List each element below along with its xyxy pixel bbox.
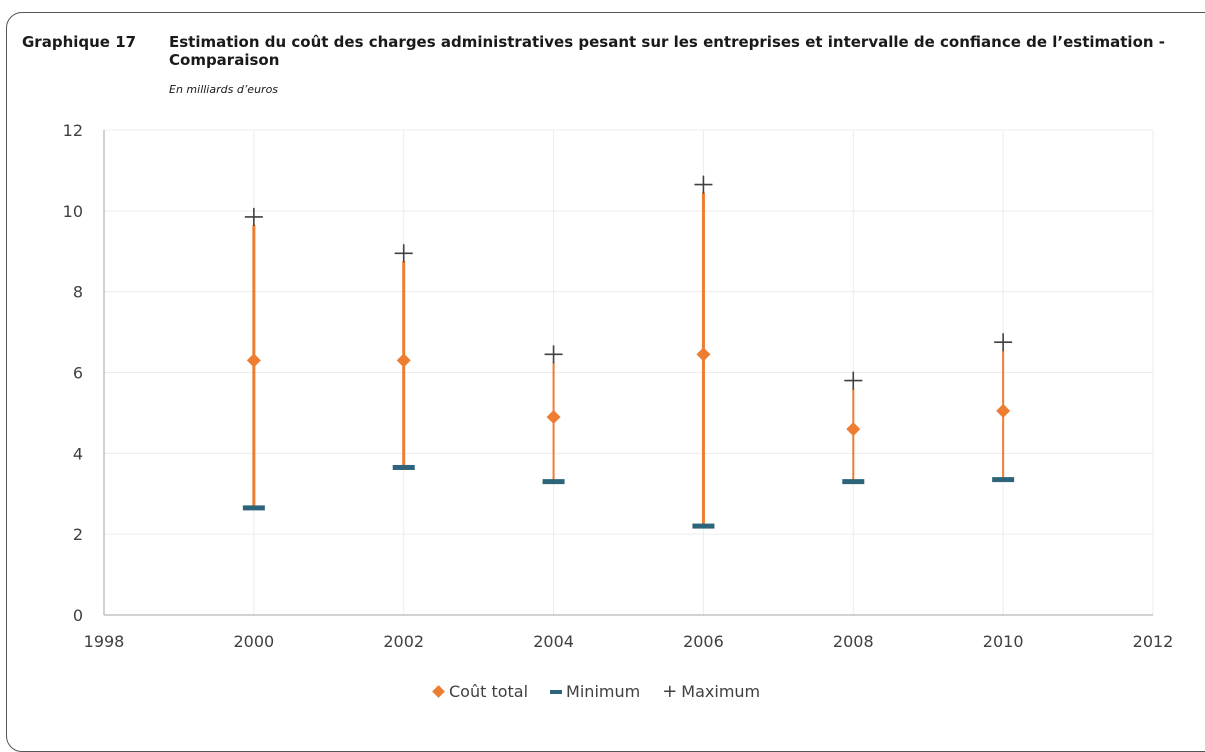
x-tick-label: 2002	[383, 632, 424, 651]
y-tick-label: 2	[73, 525, 83, 544]
maximum-marker	[244, 207, 263, 226]
diamond-marker-icon	[432, 685, 445, 698]
x-tick-label: 2010	[983, 632, 1024, 651]
legend-label-minimum: Minimum	[566, 682, 641, 701]
maximum-marker	[694, 175, 713, 194]
x-tick-label: 1998	[84, 632, 125, 651]
chart-number: Graphique 17	[22, 33, 137, 51]
legend-label-maximum: Maximum	[681, 682, 761, 701]
minimum-marker	[992, 477, 1015, 483]
legend-item-maximum: + Maximum	[662, 682, 760, 701]
cout-total-marker	[546, 409, 561, 424]
x-tick-label: 2004	[533, 632, 574, 651]
cout-total-marker	[846, 422, 861, 437]
maximum-marker	[544, 345, 563, 364]
legend-label-cout-total: Coût total	[449, 682, 529, 701]
x-tick-label: 2000	[233, 632, 274, 651]
y-tick-label: 0	[73, 606, 83, 625]
minimum-marker	[242, 505, 265, 511]
maximum-marker	[844, 371, 863, 390]
maximum-marker	[394, 244, 413, 263]
y-tick-label: 8	[73, 283, 83, 302]
maximum-marker	[994, 333, 1013, 352]
cout-total-marker	[396, 353, 411, 368]
chart-plot: 0 2 4 6 8 10 12 1998 2000 2002 2004 2006 2008 2010 201…	[63, 121, 1174, 651]
chart-legend: Coût total Minimum + Maximum	[432, 682, 760, 701]
minimum-marker	[842, 479, 865, 485]
chart-subtitle: En milliards d’euros	[169, 83, 279, 96]
dash-marker-icon	[550, 689, 563, 694]
cout-total-marker	[996, 403, 1011, 418]
x-tick-label: 2012	[1133, 632, 1174, 651]
y-tick-label: 4	[73, 444, 83, 463]
y-tick-label: 6	[73, 364, 83, 383]
legend-item-minimum: Minimum	[550, 682, 640, 701]
cout-total-marker	[246, 353, 261, 368]
minimum-marker	[392, 464, 415, 470]
minimum-marker	[542, 479, 565, 485]
cout-total-marker	[696, 347, 711, 362]
y-tick-label: 12	[63, 121, 83, 140]
x-tick-label: 2006	[683, 632, 724, 651]
plus-marker-icon: +	[662, 680, 678, 702]
x-tick-label: 2008	[833, 632, 874, 651]
legend-item-cout-total: Coût total	[432, 682, 529, 701]
chart-title: Estimation du coût des charges administr…	[169, 33, 1166, 69]
minimum-marker	[692, 523, 715, 529]
y-tick-label: 10	[63, 202, 83, 221]
